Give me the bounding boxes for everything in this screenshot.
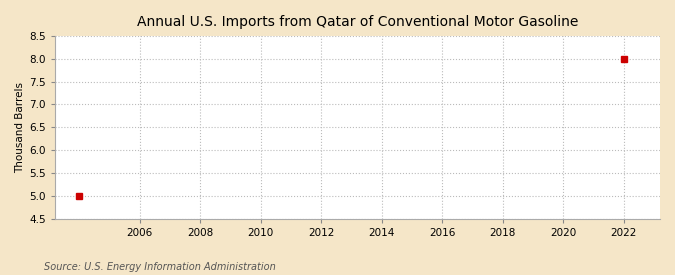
Text: Source: U.S. Energy Information Administration: Source: U.S. Energy Information Administ…	[44, 262, 275, 271]
Title: Annual U.S. Imports from Qatar of Conventional Motor Gasoline: Annual U.S. Imports from Qatar of Conven…	[137, 15, 578, 29]
Y-axis label: Thousand Barrels: Thousand Barrels	[15, 82, 25, 173]
